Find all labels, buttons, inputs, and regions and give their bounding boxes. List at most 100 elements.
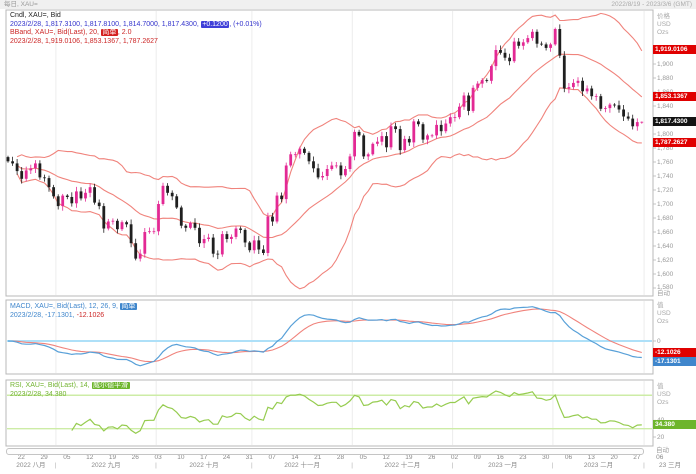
interval-symbol-label[interactable]: 每日, XAU= <box>4 1 38 8</box>
net-change-chip: +0.1200 <box>200 20 230 28</box>
week-tick-label: 22 <box>17 454 25 461</box>
candle-body <box>56 196 60 207</box>
candle-body <box>262 249 265 253</box>
candle-body <box>97 202 101 207</box>
candle-body <box>284 165 288 200</box>
candle-body <box>257 240 261 250</box>
candle-body <box>134 243 138 259</box>
time-axis-auto-label[interactable]: 自动 <box>656 447 669 454</box>
candle-body <box>47 178 51 188</box>
price-tick-label: 1,620 <box>657 256 674 264</box>
macd-line <box>7 306 642 367</box>
rsi-panel-legend: RSI, XAU=, Bid(Last), 14, 威尔德平滑 2023/2/2… <box>10 382 130 399</box>
candle-body <box>207 237 210 239</box>
week-tick-label: 17 <box>200 454 208 461</box>
candle-body <box>462 95 466 107</box>
candle-body <box>11 161 14 164</box>
candle-body <box>622 109 625 117</box>
candle-body <box>143 232 147 254</box>
month-label: 2023 一月 <box>488 462 518 469</box>
candle-body <box>120 222 124 230</box>
candle-body <box>289 154 293 166</box>
rsi-axis-title[interactable]: 值 USD Ozs <box>657 383 671 407</box>
price-axis-auto-label[interactable]: 自动 <box>657 290 670 297</box>
macd-signal-badge: -12.1026 <box>653 348 696 357</box>
week-tick-label: 12 <box>382 454 390 461</box>
bband-stdev: , 2.0 <box>117 29 132 36</box>
bband-matype-chip: 简单 <box>100 29 118 36</box>
candle-body <box>549 44 552 48</box>
price-tick-label: 1,600 <box>657 270 674 278</box>
candle-body <box>567 87 571 89</box>
candle-body <box>453 117 457 118</box>
candle-body <box>640 121 644 123</box>
candle-body <box>512 41 516 62</box>
candle-body <box>535 31 539 44</box>
last-price-badge: 1,817.4300 <box>653 117 696 126</box>
candle-body <box>84 192 87 199</box>
candle-body <box>24 170 28 179</box>
price-axis-title-line: 价格 <box>657 13 670 20</box>
rsi-values-row: 2023/2/28, 34.380 <box>10 390 67 398</box>
candle-body <box>15 163 19 172</box>
candle-body <box>480 80 484 84</box>
candle-body <box>398 129 402 151</box>
bband-legend-row[interactable]: BBand, XAU=, Bid(Last), 20, 简单, 2.0 <box>10 29 262 38</box>
candle-body <box>166 185 169 193</box>
week-tick-label: 29 <box>40 454 48 461</box>
candle-body <box>344 169 347 176</box>
candle-legend-row[interactable]: Cndl, XAU=, Bid <box>10 12 61 19</box>
candle-body <box>189 222 192 228</box>
candle-body <box>553 29 557 45</box>
week-tick-label: 30 <box>542 454 550 461</box>
candle-body <box>490 66 493 81</box>
candle-body <box>216 253 220 255</box>
macd-legend-row[interactable]: MACD, XAU=, Bid(Last), 12, 26, 9, 简单 <box>10 303 137 312</box>
candle-body <box>581 80 584 92</box>
week-tick-label: 05 <box>359 454 367 461</box>
candle-body <box>52 187 55 197</box>
macd-axis-title-line: 值 <box>657 302 664 309</box>
month-label: 2022 十二月 <box>384 462 421 469</box>
bband-upper-price-badge: 1,919.0106 <box>653 45 696 54</box>
candle-body <box>626 116 630 119</box>
candle-body <box>417 121 420 125</box>
candle-body <box>148 231 151 233</box>
week-tick-label: 05 <box>63 454 71 461</box>
candle-body <box>572 82 575 88</box>
candle-body <box>339 165 343 176</box>
rsi-value-badge: 34.380 <box>653 420 696 429</box>
price-tick-label: 1,760 <box>657 158 674 166</box>
macd-panel-legend: MACD, XAU=, Bid(Last), 12, 26, 9, 简单 202… <box>10 303 137 320</box>
price-axis-unit-line2: Ozs <box>657 29 669 36</box>
candle-body <box>508 57 511 62</box>
month-separator: | <box>54 462 57 469</box>
candle-body <box>79 191 83 199</box>
candle-body <box>526 38 530 43</box>
week-tick-label: 16 <box>496 454 504 461</box>
candle-body <box>444 123 448 132</box>
candle-body <box>389 126 393 148</box>
candle-body <box>380 136 384 142</box>
candle-body <box>503 52 507 58</box>
chart-topbar: 每日, XAU= 2022/8/19 - 2023/3/6 (GMT) <box>0 0 696 9</box>
week-tick-label: 19 <box>405 454 413 461</box>
candle-body <box>348 156 352 169</box>
candle-body <box>230 236 233 239</box>
candle-body <box>631 118 635 127</box>
candle-body <box>362 135 366 157</box>
rsi-legend-row[interactable]: RSI, XAU=, Bid(Last), 14, 威尔德平滑 <box>10 382 130 391</box>
candle-body <box>617 105 621 110</box>
candle-body <box>88 187 92 193</box>
week-tick-label: 23 <box>519 454 527 461</box>
candle-body <box>476 83 480 88</box>
time-axis-scrollbar[interactable] <box>6 448 644 455</box>
price-tick-label: 1,720 <box>657 186 674 194</box>
price-axis-title[interactable]: 价格 USD Ozs <box>657 13 671 37</box>
macd-axis-title[interactable]: 值 USD Ozs <box>657 302 671 326</box>
candle-body <box>412 121 416 143</box>
rsi-line <box>71 390 642 435</box>
price-tick-label: 1,580 <box>657 284 674 292</box>
candle-body <box>485 80 489 81</box>
